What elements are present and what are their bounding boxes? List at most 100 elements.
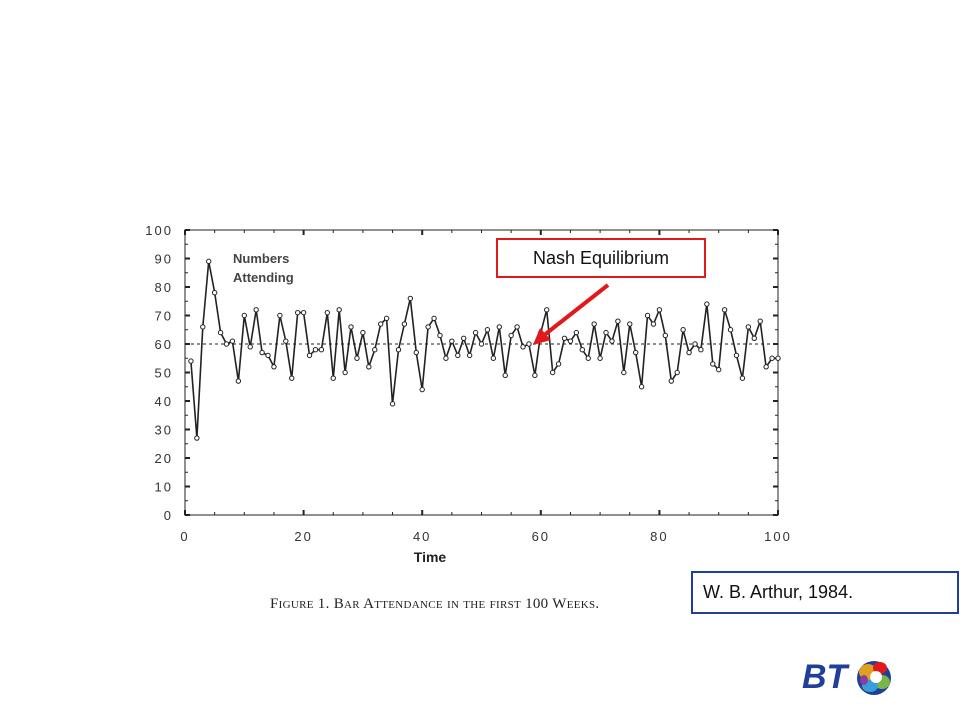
data-point: [692, 341, 698, 347]
y-tick-label: 80: [155, 280, 173, 295]
x-tick-label: 0: [180, 529, 189, 544]
data-point: [644, 312, 651, 319]
data-point: [235, 378, 242, 384]
data-point: [769, 355, 775, 361]
figure-caption: Figure 1. Bar Attendance in the first 10…: [270, 596, 600, 612]
data-point: [638, 384, 645, 390]
data-point: [721, 307, 728, 313]
data-point: [211, 290, 218, 296]
data-point: [751, 335, 757, 341]
data-point: [271, 364, 277, 370]
y-tick-label: 0: [164, 508, 173, 523]
data-point: [597, 355, 603, 361]
x-tick-label: 40: [413, 529, 431, 544]
data-point: [330, 375, 336, 381]
x-tick-label: 80: [650, 529, 668, 544]
data-point: [561, 335, 568, 341]
data-point: [704, 301, 710, 307]
data-point: [461, 335, 467, 341]
data-point: [206, 258, 212, 265]
y-tick-label: 100: [145, 223, 173, 238]
data-point: [360, 329, 366, 336]
data-point: [401, 321, 408, 327]
bt-logo: BT: [802, 658, 891, 696]
data-point: [354, 355, 360, 361]
data-point: [200, 324, 206, 330]
data-point: [336, 307, 342, 313]
data-point: [407, 295, 414, 302]
data-point: [674, 369, 680, 376]
data-point: [668, 378, 674, 384]
series-line: [190, 261, 778, 439]
data-point: [324, 309, 331, 316]
data-point: [188, 358, 194, 364]
data-point: [318, 347, 325, 353]
data-point: [627, 321, 633, 327]
data-point: [383, 315, 390, 322]
data-point: [377, 321, 384, 327]
data-point: [579, 347, 586, 353]
y-tick-label: 40: [155, 394, 173, 409]
citation-box: W. B. Arthur, 1984.: [691, 571, 959, 614]
data-point: [656, 307, 663, 313]
data-point: [472, 329, 479, 336]
data-point: [389, 401, 396, 407]
data-point: [466, 352, 473, 359]
data-point: [686, 349, 692, 356]
data-point: [585, 355, 591, 361]
data-point: [733, 352, 740, 359]
data-point: [757, 318, 763, 324]
data-point: [763, 364, 769, 370]
y-tick-label: 90: [155, 252, 173, 267]
data-point: [615, 318, 621, 324]
data-point: [366, 364, 372, 370]
data-point: [496, 324, 502, 330]
data-point: [680, 327, 686, 333]
data-point: [514, 324, 520, 330]
data-point: [247, 344, 253, 350]
data-point: [502, 372, 508, 379]
data-point: [632, 349, 639, 356]
data-point: [342, 369, 348, 376]
data-point: [662, 332, 669, 339]
data-point: [431, 315, 437, 322]
data-point: [745, 324, 752, 330]
callout-arrow: [541, 283, 610, 338]
data-point: [532, 372, 538, 379]
data-point: [265, 352, 271, 359]
bt-logo-text: BT: [802, 658, 851, 696]
data-point: [241, 312, 248, 319]
data-point: [223, 341, 230, 347]
nash-equilibrium-callout: Nash Equilibrium: [496, 238, 706, 278]
data-point: [591, 321, 597, 327]
data-point: [520, 344, 526, 350]
data-point: [727, 327, 734, 333]
data-point: [573, 329, 580, 336]
data-point: [478, 341, 485, 347]
data-point: [395, 347, 402, 353]
series-attendance: [188, 258, 781, 441]
data-point: [419, 386, 425, 393]
data-point: [413, 349, 419, 356]
data-point: [698, 347, 704, 353]
data-point: [650, 321, 657, 327]
y-tick-label: 70: [155, 309, 173, 324]
data-point: [449, 338, 455, 344]
x-tick-label: 60: [532, 529, 550, 544]
data-point: [609, 338, 615, 344]
data-point: [555, 361, 562, 367]
data-point: [526, 341, 532, 347]
data-point: [544, 307, 550, 313]
data-point: [348, 324, 354, 330]
y-tick-label: 50: [155, 366, 173, 381]
callout-arrowhead: [533, 328, 551, 345]
bt-globe-icon: [857, 661, 891, 695]
data-point: [567, 338, 574, 344]
y-tick-label: 60: [155, 337, 173, 352]
x-tick-label: 20: [294, 529, 312, 544]
data-point: [739, 375, 746, 381]
data-point: [437, 332, 443, 339]
data-point: [716, 366, 722, 373]
data-point: [289, 375, 295, 381]
